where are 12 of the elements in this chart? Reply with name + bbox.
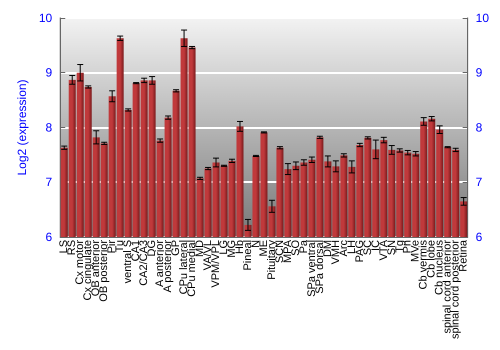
y-tick-label: 10 bbox=[38, 11, 53, 25]
y-tick-label: 6 bbox=[46, 230, 53, 244]
y-tick-label: 9 bbox=[46, 66, 53, 80]
y-axis-title: Log2 (expression) bbox=[15, 79, 29, 176]
y2-tick-label: 8 bbox=[476, 120, 483, 134]
y2-tick-label: 9 bbox=[476, 66, 483, 80]
y-tick-label: 7 bbox=[46, 175, 53, 190]
y2-tick-label: 10 bbox=[476, 11, 490, 25]
x-tick-label: Retina bbox=[458, 239, 470, 272]
y2-tick-label: 7 bbox=[476, 175, 483, 190]
y2-tick-label: 6 bbox=[476, 230, 483, 244]
y-tick-label: 8 bbox=[46, 120, 53, 134]
